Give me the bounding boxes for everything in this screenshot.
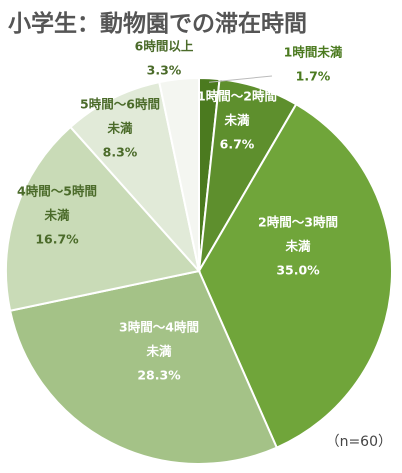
pie-slice-4 xyxy=(8,269,279,465)
leader-line-1 xyxy=(209,75,273,83)
slice-category-label-4: 3時間～4時間 xyxy=(119,320,199,335)
slice-value-label-4: 28.3% xyxy=(137,368,181,383)
slice-category-label-7: 6時間以上 xyxy=(135,39,194,54)
slice-category-label-2: 1時間～2時間 xyxy=(197,89,277,104)
slice-value-label-7: 3.3% xyxy=(147,63,182,78)
slice-category-label-3: 未満 xyxy=(284,239,311,254)
pie-slice-7 xyxy=(158,76,200,272)
slice-category-label-2: 未満 xyxy=(223,113,250,128)
slice-value-label-5: 16.7% xyxy=(35,232,79,247)
pie-slice-3 xyxy=(197,102,393,449)
pie-slice-5 xyxy=(5,125,201,312)
slice-value-label-2: 6.7% xyxy=(220,137,255,152)
slice-category-label-6: 5時間～6時間 xyxy=(80,97,160,112)
slice-value-label-6: 8.3% xyxy=(103,145,138,160)
chart-title: 小学生：動物園での滞在時間 xyxy=(8,11,307,37)
pie-slice-6 xyxy=(69,80,201,275)
slice-category-label-1: 1時間未満 xyxy=(284,45,343,60)
slice-category-label-5: 4時間～5時間 xyxy=(17,184,97,199)
slice-value-label-3: 35.0% xyxy=(276,263,320,278)
sample-size-note: （n=60） xyxy=(325,434,392,450)
slice-category-label-5: 未満 xyxy=(43,208,70,223)
slice-value-label-1: 1.7% xyxy=(296,69,331,84)
slice-category-label-4: 未満 xyxy=(145,344,172,359)
slice-category-label-6: 未満 xyxy=(106,121,133,136)
slice-category-label-3: 2時間～3時間 xyxy=(258,215,338,230)
